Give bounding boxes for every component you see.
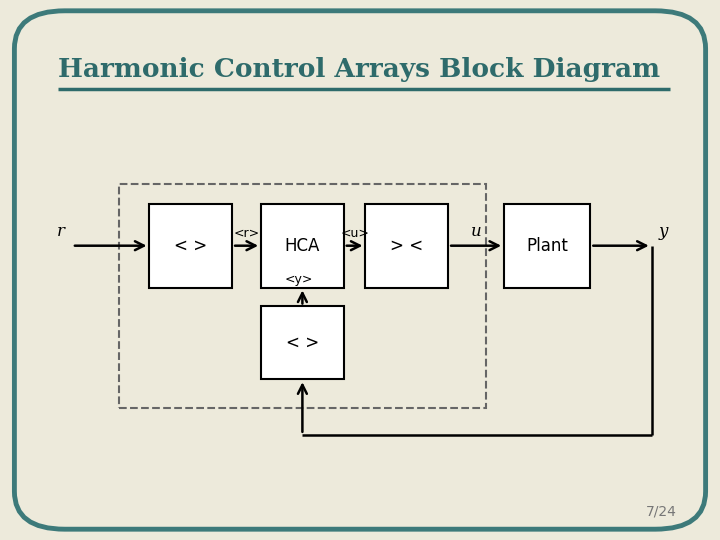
Text: y: y <box>659 224 668 240</box>
Text: > <: > < <box>390 237 423 255</box>
Text: <u>: <u> <box>340 227 369 240</box>
Bar <box>119 184 486 408</box>
Text: HCA: HCA <box>284 237 320 255</box>
Text: r: r <box>57 224 65 240</box>
Text: <y>: <y> <box>284 273 313 286</box>
Text: Plant: Plant <box>526 237 568 255</box>
Bar <box>150 204 232 287</box>
FancyBboxPatch shape <box>14 11 706 529</box>
Text: < >: < > <box>174 237 207 255</box>
Text: < >: < > <box>286 334 319 352</box>
Bar <box>261 204 344 287</box>
Text: Harmonic Control Arrays Block Diagram: Harmonic Control Arrays Block Diagram <box>58 57 660 82</box>
Bar <box>504 204 590 287</box>
Bar <box>261 306 344 379</box>
Text: u: u <box>471 224 482 240</box>
Text: 7/24: 7/24 <box>646 504 677 518</box>
Text: <r>: <r> <box>233 227 260 240</box>
Bar <box>365 204 448 287</box>
